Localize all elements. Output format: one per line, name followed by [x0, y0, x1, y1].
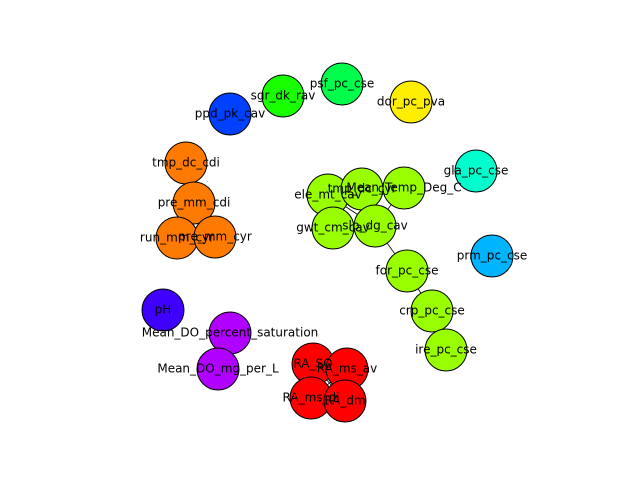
node-label: ppd_pk_cav [195, 107, 265, 121]
node-Mean_Temp_Deg_C [382, 166, 426, 210]
node-prm_pc_cse [470, 234, 514, 278]
node-RA_dm [323, 379, 367, 423]
node-circle [382, 166, 426, 210]
node-circle [141, 288, 185, 332]
node-psf_pc_cse [320, 62, 364, 106]
node-pre_mm_cyr [193, 215, 237, 259]
node-label: gla_pc_cse [444, 164, 509, 178]
node-label: tmp_dc_cyr [328, 182, 397, 196]
node-circle [424, 328, 468, 372]
node-sgr_dk_rav [261, 74, 305, 118]
node-label: psf_pc_cse [310, 77, 375, 91]
node-label: Mean_DO_percent_saturation [142, 326, 319, 340]
node-label: pH [155, 303, 172, 317]
node-ppd_pk_cav [208, 92, 252, 136]
node-label: crp_pc_cse [399, 304, 465, 318]
node-circle [208, 92, 252, 136]
node-circle [320, 62, 364, 106]
node-for_pc_cse [385, 249, 429, 293]
node-slp_dg_cav [353, 204, 397, 248]
node-label: RA_dm [324, 394, 365, 408]
node-circle [172, 181, 216, 225]
node-label: Mean_Temp_Deg_C [346, 181, 461, 195]
node-circle [389, 80, 433, 124]
node-label: RA_SO [293, 357, 332, 371]
node-gla_pc_cse [454, 149, 498, 193]
node-circle [323, 379, 367, 423]
node-label: ele_mt_cav [294, 188, 362, 202]
node-label: run_mm_cyr [140, 231, 214, 245]
node-circle [410, 289, 454, 333]
node-circle [193, 215, 237, 259]
node-label: RA_ms_av [317, 362, 377, 376]
node-pH [141, 288, 185, 332]
node-label: pre_mm_cyr [178, 230, 252, 244]
node-label: tmp_dc_cdi [152, 156, 220, 170]
node-label: sgr_dk_rav [251, 89, 316, 103]
node-circle [385, 249, 429, 293]
node-label: gwt_cm_cav [296, 221, 369, 235]
node-label: slp_dg_cav [342, 219, 408, 233]
node-pre_mm_cdi [172, 181, 216, 225]
node-label: RA_ms_di [283, 391, 340, 405]
node-label: Mean_DO_mg_per_L [157, 362, 279, 376]
node-label: pre_mm_cdi [158, 196, 231, 210]
node-label: for_pc_cse [376, 264, 439, 278]
node-label: prm_pc_cse [457, 249, 527, 263]
node-circle [196, 347, 240, 391]
node-circle [261, 74, 305, 118]
node-circle [470, 234, 514, 278]
node-ire_pc_cse [424, 328, 468, 372]
node-dor_pc_pva [389, 80, 433, 124]
node-label: dor_pc_pva [377, 95, 445, 109]
node-circle [454, 149, 498, 193]
node-label: ire_pc_cse [415, 343, 477, 357]
node-crp_pc_cse [410, 289, 454, 333]
node-circle [353, 204, 397, 248]
node-Mean_DO_mg_per_L [196, 347, 240, 391]
